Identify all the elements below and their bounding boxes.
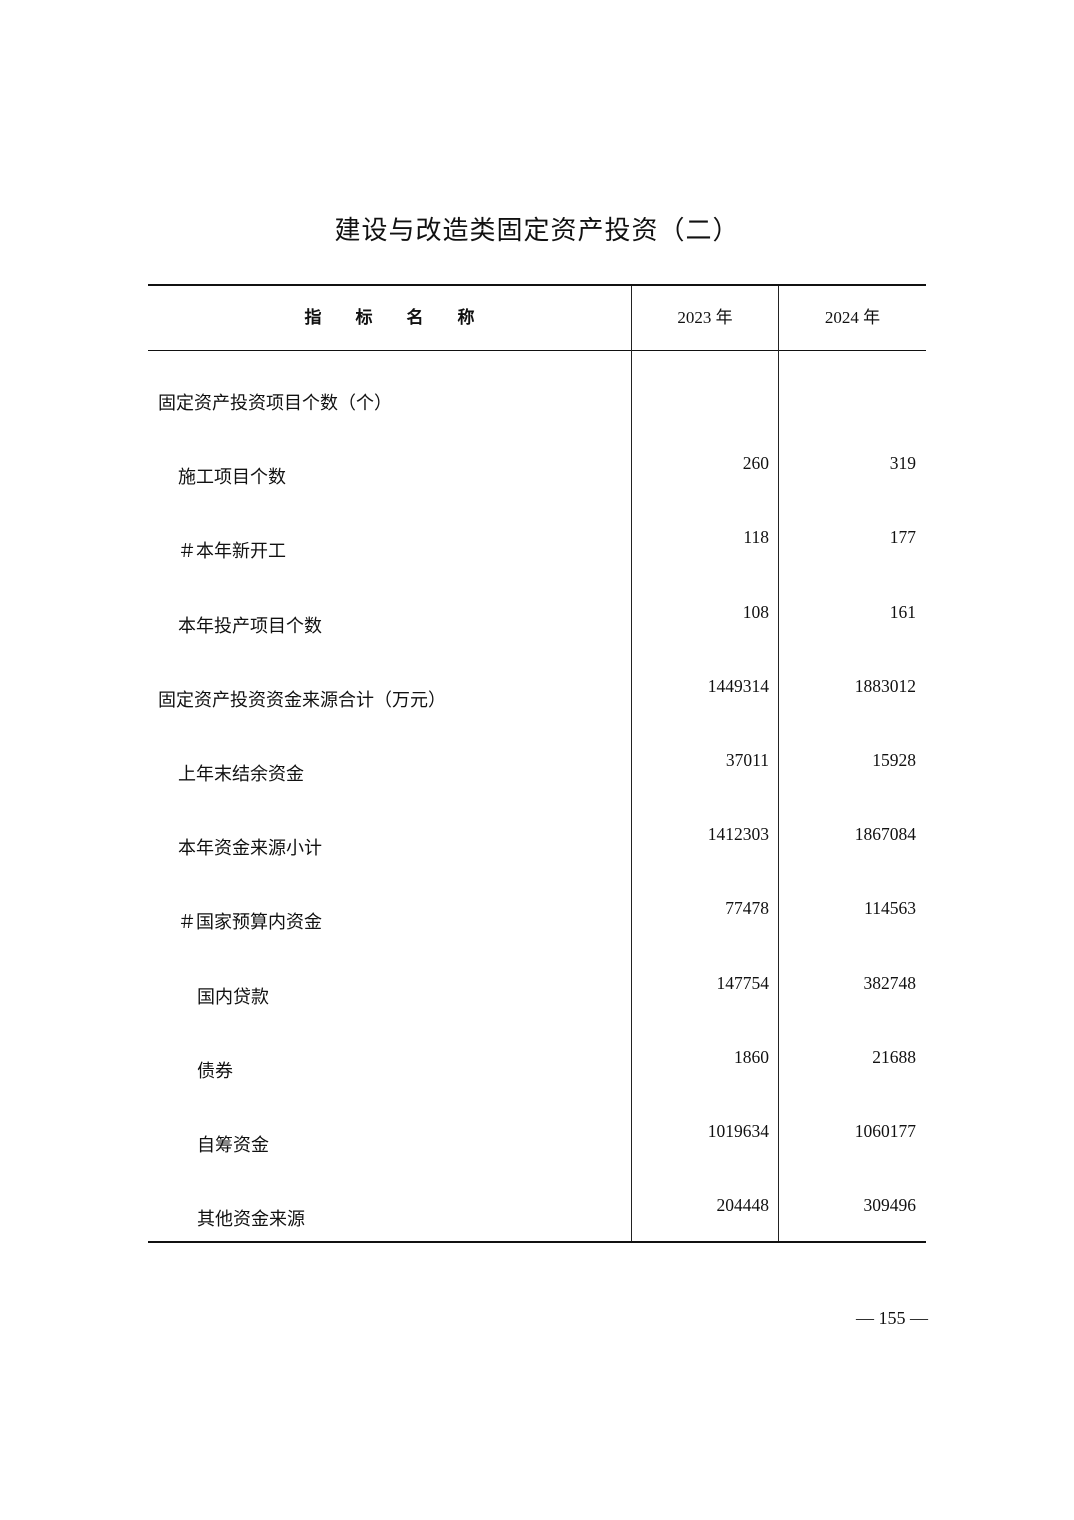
table-row: 国内贷款 147754 382748 xyxy=(148,955,926,1029)
table-row: ＃国家预算内资金 77478 114563 xyxy=(148,880,926,954)
value-2023: 1449314 xyxy=(707,675,769,696)
header-2023: 2023 年 xyxy=(677,308,733,327)
page-number: — 155 — xyxy=(856,1308,928,1328)
table-top-rule xyxy=(148,284,926,286)
value-2023: 77478 xyxy=(725,898,769,919)
table-row: ＃本年新开工 118 177 xyxy=(148,509,926,583)
column-divider xyxy=(778,286,779,1241)
value-2023: 1412303 xyxy=(707,824,769,845)
row-label: 自筹资金 xyxy=(197,1135,269,1155)
value-2023: 118 xyxy=(743,527,769,548)
row-label: 固定资产投资项目个数（个） xyxy=(158,393,392,413)
value-2024: 382748 xyxy=(863,972,917,993)
value-2024: 319 xyxy=(889,453,916,474)
value-2023: 147754 xyxy=(716,972,770,993)
value-2024: 114563 xyxy=(864,898,916,919)
value-2024: 177 xyxy=(889,527,916,548)
table-row: 本年资金来源小计 1412303 1867084 xyxy=(148,806,926,880)
header-2024: 2024 年 xyxy=(824,308,881,327)
row-label: 施工项目个数 xyxy=(178,467,286,488)
value-2023: 1860 xyxy=(734,1046,769,1067)
table-row: 债券 1860 21688 xyxy=(148,1029,926,1103)
value-2023: 260 xyxy=(742,453,769,474)
value-2023: 37011 xyxy=(725,750,769,770)
header-indicator-name: 指 标 名 称 xyxy=(304,308,475,327)
row-label: 国内贷款 xyxy=(197,986,269,1007)
row-label: ＃本年新开工 xyxy=(178,541,286,562)
table-row: 自筹资金 1019634 1060177 xyxy=(148,1103,926,1177)
table-row: 上年末结余资金 37011 15928 xyxy=(148,732,926,806)
table-row: 固定资产投资项目个数（个） xyxy=(148,361,926,435)
value-2024: 15928 xyxy=(872,750,916,770)
row-label: 其他资金来源 xyxy=(197,1209,305,1230)
row-label: 固定资产投资资金来源合计（万元） xyxy=(158,689,446,710)
value-2024: 1867084 xyxy=(854,824,916,845)
value-2024: 1883012 xyxy=(854,675,916,696)
row-label: 上年末结余资金 xyxy=(178,764,304,784)
page-title: 建设与改造类固定资产投资（二） xyxy=(334,216,740,245)
value-2024: 309496 xyxy=(863,1195,917,1216)
row-label: 本年资金来源小计 xyxy=(178,838,322,859)
table-row: 施工项目个数 260 319 xyxy=(148,435,926,509)
value-2024: 1060177 xyxy=(854,1121,916,1141)
value-2023: 1019634 xyxy=(707,1121,769,1141)
value-2024: 161 xyxy=(889,601,916,622)
table-row: 其他资金来源 204448 309496 xyxy=(148,1177,926,1251)
table-row: 固定资产投资资金来源合计（万元） 1449314 1883012 xyxy=(148,658,926,732)
value-2023: 204448 xyxy=(716,1195,770,1216)
column-divider xyxy=(631,286,632,1241)
row-label: 债券 xyxy=(197,1060,233,1081)
value-2023: 108 xyxy=(742,601,769,622)
header-bottom-rule xyxy=(148,350,926,351)
row-label: ＃国家预算内资金 xyxy=(178,912,322,933)
row-label: 本年投产项目个数 xyxy=(178,615,322,636)
table-row: 本年投产项目个数 108 161 xyxy=(148,584,926,658)
value-2024: 21688 xyxy=(872,1046,916,1067)
table-bottom-rule xyxy=(148,1241,926,1243)
